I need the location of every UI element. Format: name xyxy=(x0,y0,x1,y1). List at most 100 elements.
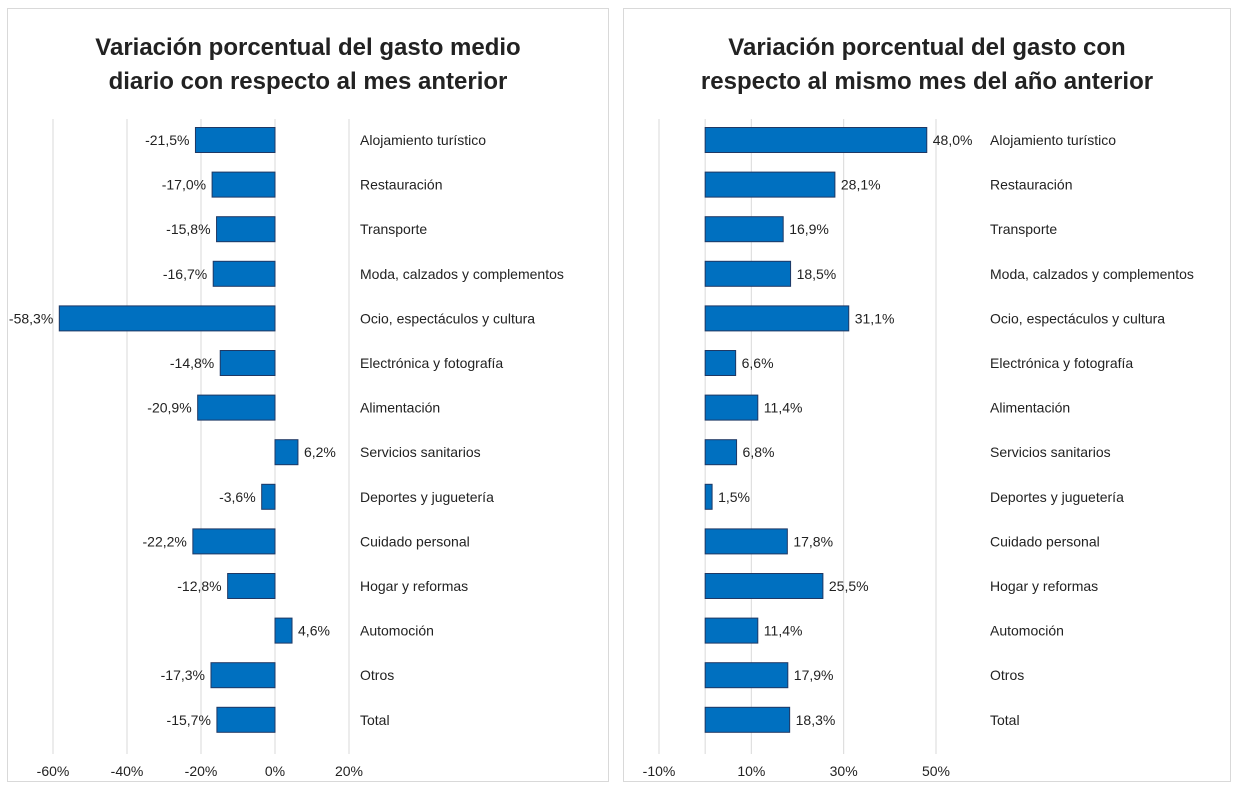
category-label: Electrónica y fotografía xyxy=(990,355,1133,371)
bar xyxy=(210,662,276,689)
category-label: Automoción xyxy=(990,623,1064,639)
x-tick-label: 50% xyxy=(922,763,950,779)
category-label: Automoción xyxy=(360,623,434,639)
bar xyxy=(261,483,276,510)
data-label: -17,0% xyxy=(162,177,206,193)
bar xyxy=(219,350,276,376)
data-label: 18,3% xyxy=(796,712,836,728)
data-label: 28,1% xyxy=(841,177,881,193)
chart-panel-yearly: Variación porcentual del gasto con respe… xyxy=(623,8,1231,782)
x-tick-label: 0% xyxy=(265,763,285,779)
data-label: -17,3% xyxy=(161,667,205,683)
bar xyxy=(704,394,759,421)
data-label: -21,5% xyxy=(145,132,189,148)
bar xyxy=(211,171,276,198)
category-label: Electrónica y fotografía xyxy=(360,355,503,371)
data-label: 6,8% xyxy=(743,444,775,460)
category-label: Hogar y reformas xyxy=(360,578,468,594)
x-tick-label: -20% xyxy=(185,763,218,779)
data-label: -58,3% xyxy=(9,310,53,326)
category-label: Deportes y juguetería xyxy=(360,489,494,505)
bar xyxy=(192,528,276,555)
data-label: 31,1% xyxy=(855,310,895,326)
data-label: 11,4% xyxy=(764,400,803,416)
category-label: Total xyxy=(360,712,390,728)
category-label: Moda, calzados y complementos xyxy=(990,266,1194,282)
data-label: -14,8% xyxy=(170,355,214,371)
data-label: 1,5% xyxy=(718,489,750,505)
category-label: Alojamiento turístico xyxy=(990,132,1116,148)
category-label: Cuidado personal xyxy=(990,533,1100,549)
category-label: Alimentación xyxy=(360,400,440,416)
bar xyxy=(216,706,276,733)
x-tick-label: 10% xyxy=(737,763,765,779)
x-tick-label: 30% xyxy=(830,763,858,779)
category-label: Restauración xyxy=(360,177,443,193)
category-label: Hogar y reformas xyxy=(990,578,1098,594)
category-label: Servicios sanitarios xyxy=(990,444,1111,460)
category-label: Deportes y juguetería xyxy=(990,489,1124,505)
bar xyxy=(274,439,299,466)
category-label: Ocio, espectáculos y cultura xyxy=(360,310,535,326)
category-label: Alojamiento turístico xyxy=(360,132,486,148)
data-label: 6,2% xyxy=(304,444,336,460)
bar xyxy=(704,573,824,599)
data-label: 17,8% xyxy=(793,533,833,549)
chart-title-line-2: respecto al mismo mes del año anterior xyxy=(700,68,1154,95)
bar xyxy=(704,260,792,287)
data-label: -3,6% xyxy=(219,489,256,505)
bar xyxy=(704,617,759,644)
data-label: 11,4% xyxy=(764,623,803,639)
chart-title-line-1: Variación porcentual del gasto medio xyxy=(95,34,521,61)
chart-title-line-1: Variación porcentual del gasto con xyxy=(728,34,1126,61)
x-tick-label: 20% xyxy=(335,763,363,779)
chart-title-line-2: diario con respecto al mes anterior xyxy=(108,68,508,95)
category-label: Transporte xyxy=(360,221,427,237)
bar xyxy=(704,483,713,510)
data-label: 4,6% xyxy=(298,623,330,639)
category-label: Cuidado personal xyxy=(360,533,470,549)
x-tick-label: -60% xyxy=(37,763,70,779)
chart-title: Variación porcentual del gasto con respe… xyxy=(624,31,1230,99)
category-label: Total xyxy=(990,712,1020,728)
data-label: -20,9% xyxy=(147,400,191,416)
data-label: -15,7% xyxy=(167,712,211,728)
data-label: 16,9% xyxy=(789,221,829,237)
bar xyxy=(216,216,276,243)
bar xyxy=(197,394,276,421)
category-label: Moda, calzados y complementos xyxy=(360,266,564,282)
data-label: -12,8% xyxy=(177,578,221,594)
x-tick-label: -40% xyxy=(111,763,144,779)
data-label: 6,6% xyxy=(742,355,774,371)
bar xyxy=(704,350,737,376)
data-label: -16,7% xyxy=(163,266,207,282)
bar xyxy=(704,662,789,689)
chart-panel-monthly: Variación porcentual del gasto medio dia… xyxy=(7,8,609,782)
category-label: Otros xyxy=(990,667,1024,683)
bar-chart-monthly: -60% -40% -20% 0% 20% -21,5% Alojamiento turís… xyxy=(9,119,564,779)
bar-chart-yearly: -10% 10% 30% 50% 48,0% Alojamiento turístico 2… xyxy=(643,119,1194,779)
bar xyxy=(704,706,791,733)
category-label: Alimentación xyxy=(990,400,1070,416)
bar xyxy=(704,171,836,198)
category-label: Restauración xyxy=(990,177,1073,193)
data-label: 48,0% xyxy=(933,132,973,148)
data-label: 25,5% xyxy=(829,578,869,594)
category-label: Servicios sanitarios xyxy=(360,444,481,460)
bar xyxy=(704,439,738,466)
category-label: Transporte xyxy=(990,221,1057,237)
bar xyxy=(227,573,276,599)
data-label: 17,9% xyxy=(794,667,834,683)
category-label: Ocio, espectáculos y cultura xyxy=(990,310,1165,326)
bar xyxy=(704,216,784,243)
category-label: Otros xyxy=(360,667,394,683)
bar xyxy=(194,127,276,153)
data-label: -22,2% xyxy=(143,533,187,549)
bar xyxy=(704,528,788,555)
data-label: 18,5% xyxy=(797,266,837,282)
bar xyxy=(704,305,850,332)
bar xyxy=(58,305,276,332)
x-tick-label: -10% xyxy=(643,763,676,779)
bar xyxy=(704,127,928,153)
bar xyxy=(212,260,276,287)
